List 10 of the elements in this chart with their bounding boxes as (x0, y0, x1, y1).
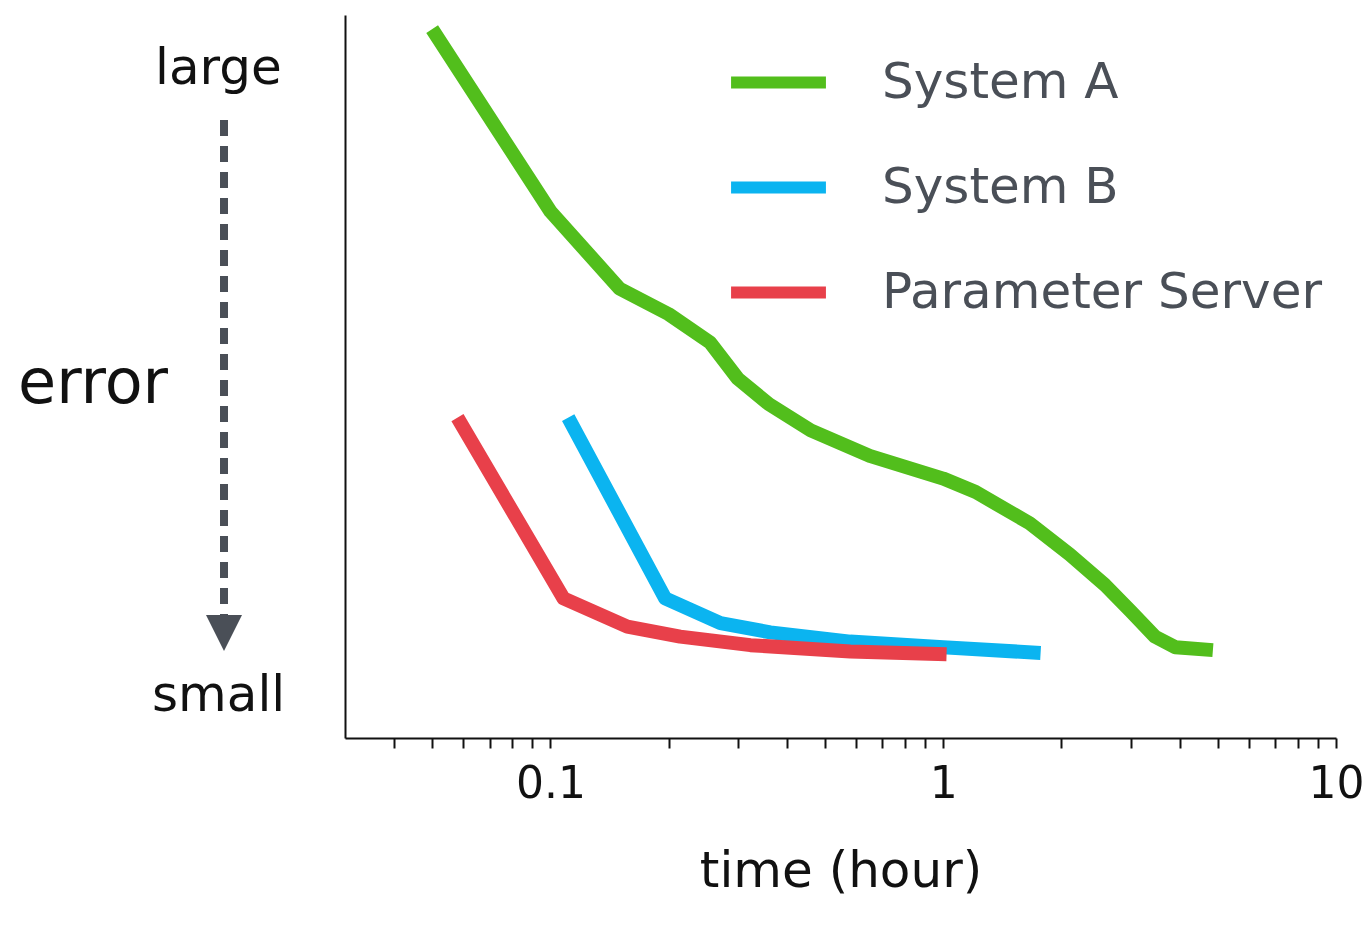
x-tick-label: 1 (929, 756, 958, 808)
legend-label: Parameter Server (882, 261, 1323, 320)
x-tick-label: 10 (1308, 756, 1363, 808)
x-tick-label: 0.1 (515, 756, 586, 808)
y-axis-title: error (18, 345, 169, 418)
x-axis-title: time (hour) (699, 840, 983, 899)
legend-label: System A (882, 51, 1119, 110)
text: small (152, 665, 286, 723)
legend-label: System B (882, 156, 1119, 215)
text: large (155, 38, 282, 96)
